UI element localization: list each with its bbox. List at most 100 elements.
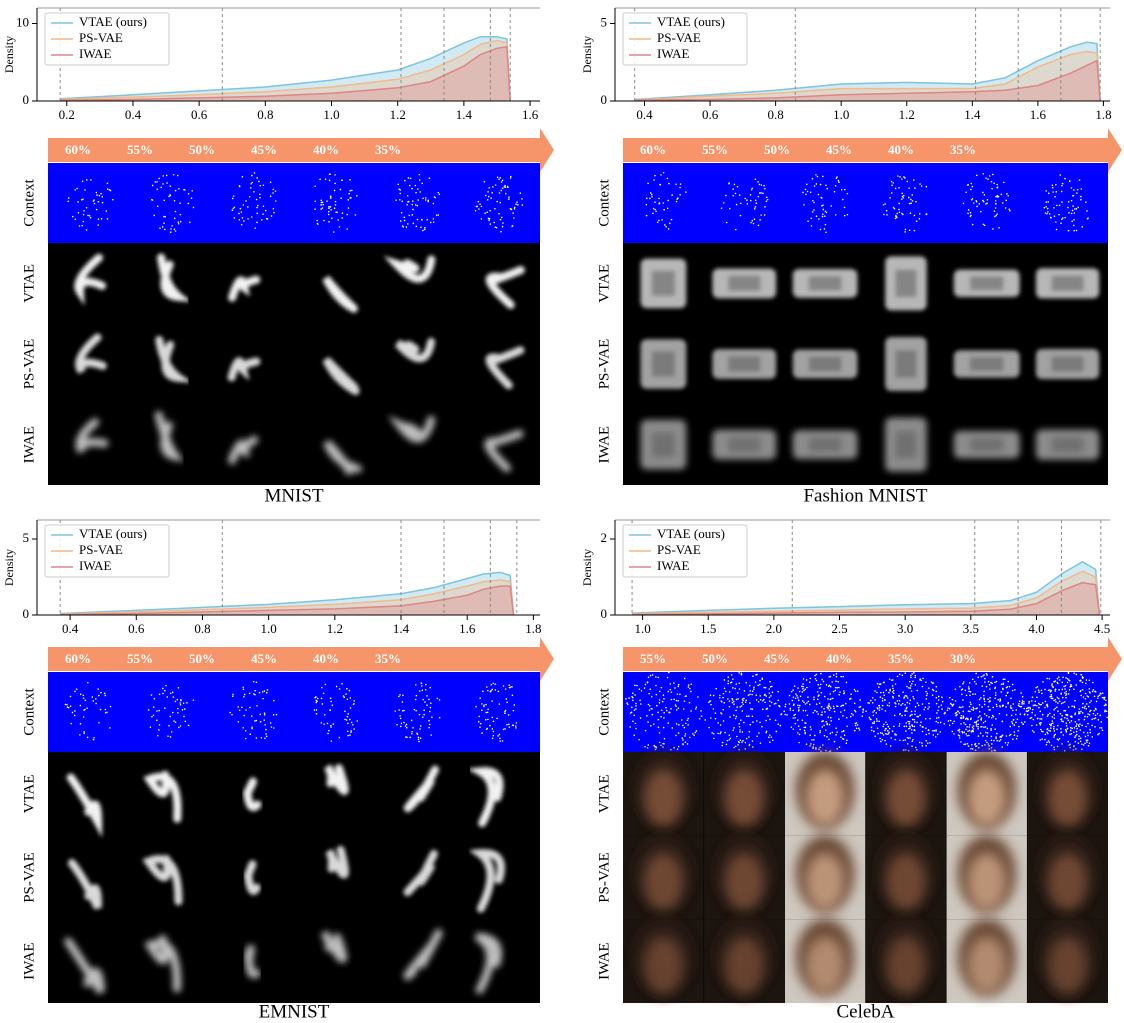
context-pixel — [93, 700, 95, 702]
context-pixel — [928, 729, 930, 731]
context-row — [623, 163, 1108, 243]
context-pixel — [273, 714, 275, 716]
context-row — [623, 672, 1108, 752]
context-pixel — [980, 697, 982, 699]
context-pixel — [1087, 218, 1089, 220]
context-pixel — [421, 219, 423, 221]
context-pixel — [316, 709, 318, 711]
context-pixel — [890, 745, 892, 747]
context-pixel — [817, 691, 819, 693]
context-pixel — [1091, 719, 1093, 721]
context-pixel — [163, 222, 165, 224]
y-tick-label: 0 — [23, 606, 30, 621]
context-pixel — [673, 682, 675, 684]
context-pixel — [330, 209, 332, 211]
context-pixel — [265, 210, 267, 212]
context-pixel — [1071, 705, 1073, 707]
context-pixel — [995, 692, 997, 694]
context-pixel — [759, 184, 761, 186]
context-pixel — [1073, 732, 1075, 734]
context-pixel — [428, 699, 430, 701]
context-pixel — [710, 717, 712, 719]
context-pixel — [922, 745, 924, 747]
context-pixel — [1061, 715, 1063, 717]
context-pixel — [997, 196, 999, 198]
row-label: VTAE — [21, 264, 37, 303]
context-pixel — [633, 734, 635, 736]
context-pixel — [1066, 731, 1068, 733]
context-pixel — [153, 706, 155, 708]
face-skin — [967, 853, 1006, 910]
context-pixel — [158, 710, 160, 712]
context-pixel — [1017, 735, 1019, 737]
context-pixel — [651, 196, 653, 198]
context-pixel — [925, 718, 927, 720]
context-pixel — [399, 193, 401, 195]
context-pixel — [803, 727, 805, 729]
y-tick-label: 2 — [601, 530, 608, 545]
context-pixel — [928, 687, 930, 689]
context-pixel — [493, 731, 495, 733]
context-pixel — [797, 697, 799, 699]
context-pixel — [932, 689, 934, 691]
context-pixel — [1062, 183, 1064, 185]
context-pixel — [259, 197, 261, 199]
y-tick-label: 0 — [601, 92, 608, 107]
context-pixel — [415, 204, 417, 206]
context-pixel — [434, 197, 436, 199]
context-pixel — [640, 703, 642, 705]
context-pixel — [264, 712, 266, 714]
context-pixel — [972, 748, 974, 750]
context-pixel — [745, 742, 747, 744]
context-pixel — [922, 686, 924, 688]
context-level: 50% — [189, 651, 215, 666]
context-pixel — [919, 213, 921, 215]
context-pixel — [902, 703, 904, 705]
context-pixel — [769, 700, 771, 702]
context-pixel — [841, 189, 843, 191]
context-pixel — [898, 695, 900, 697]
context-pixel — [996, 706, 998, 708]
context-pixel — [150, 726, 152, 728]
context-pixel — [340, 189, 342, 191]
context-pixel — [767, 715, 769, 717]
context-pixel — [1009, 735, 1011, 737]
context-pixel — [884, 730, 886, 732]
face-skin — [887, 937, 926, 994]
context-pixel — [969, 730, 971, 732]
context-pixel — [755, 681, 757, 683]
context-pixel — [1053, 700, 1055, 702]
context-pixel — [888, 692, 890, 694]
context-pixel — [243, 715, 245, 717]
context-pixel — [991, 188, 993, 190]
context-pixel — [696, 730, 698, 732]
context-pixel — [1013, 703, 1015, 705]
context-pixel — [880, 732, 882, 734]
context-pixel — [988, 701, 990, 703]
context-pixel — [1005, 200, 1007, 202]
context-pixel — [970, 702, 972, 704]
context-pixel — [253, 693, 255, 695]
context-pixel — [425, 684, 427, 686]
context-pixel — [178, 188, 180, 190]
context-pixel — [793, 696, 795, 698]
context-pixel — [1082, 703, 1084, 705]
context-pixel — [998, 227, 1000, 229]
context-pixel — [418, 741, 420, 743]
context-pixel — [968, 726, 970, 728]
context-pixel — [962, 699, 964, 701]
context-pixel — [1076, 208, 1078, 210]
context-pixel — [935, 691, 937, 693]
context-pixel — [1006, 687, 1008, 689]
context-pixel — [830, 720, 832, 722]
context-pixel — [352, 724, 354, 726]
context-pixel — [188, 725, 190, 727]
context-pixel — [1098, 733, 1100, 735]
context-pixel — [963, 722, 965, 724]
context-pixel — [869, 717, 871, 719]
context-pixel — [938, 699, 940, 701]
context-pixel — [505, 710, 507, 712]
context-pixel — [1046, 744, 1048, 746]
context-pixel — [1031, 712, 1033, 714]
context-pixel — [1092, 689, 1094, 691]
